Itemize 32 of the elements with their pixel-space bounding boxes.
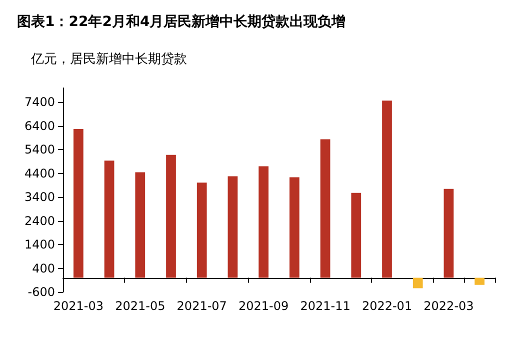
- bar: [258, 166, 269, 278]
- bar: [228, 176, 238, 278]
- bar: [474, 278, 485, 285]
- x-tick-label: 2021-09: [238, 299, 289, 313]
- y-tick-label: 6400: [24, 118, 55, 133]
- x-tick-label: 2021-05: [115, 299, 166, 313]
- bar: [73, 129, 84, 278]
- bar: [135, 172, 146, 278]
- x-tick-label: 2021-11: [300, 299, 350, 313]
- bar: [289, 177, 300, 278]
- bar: [166, 154, 176, 278]
- bar: [320, 139, 330, 278]
- x-tick-label: 2021-07: [176, 299, 227, 313]
- chart-title: 图表1：22年2月和4月居民新增中长期贷款出现负增: [17, 13, 346, 30]
- y-tick-label: 7400: [24, 95, 55, 110]
- y-tick-label: 400: [32, 261, 55, 276]
- bar: [444, 188, 454, 278]
- bar: [412, 278, 423, 288]
- y-tick-label: 3400: [24, 190, 55, 204]
- y-tick-label: 4400: [24, 166, 55, 180]
- x-tick-label: 2021-03: [53, 299, 104, 313]
- x-tick-label: 2022-03: [424, 299, 474, 313]
- bar: [104, 160, 114, 278]
- y-tick-label: 5400: [24, 142, 55, 157]
- y-tick-label: -600: [28, 285, 55, 299]
- bar: [351, 192, 362, 278]
- bar: [196, 182, 207, 278]
- y-tick-label: 2400: [24, 214, 55, 228]
- y-axis-title: 亿元，居民新增中长期贷款: [30, 52, 187, 67]
- y-tick-label: 1400: [24, 238, 55, 252]
- x-tick-label: 2022-01: [362, 299, 412, 313]
- bar: [382, 100, 392, 278]
